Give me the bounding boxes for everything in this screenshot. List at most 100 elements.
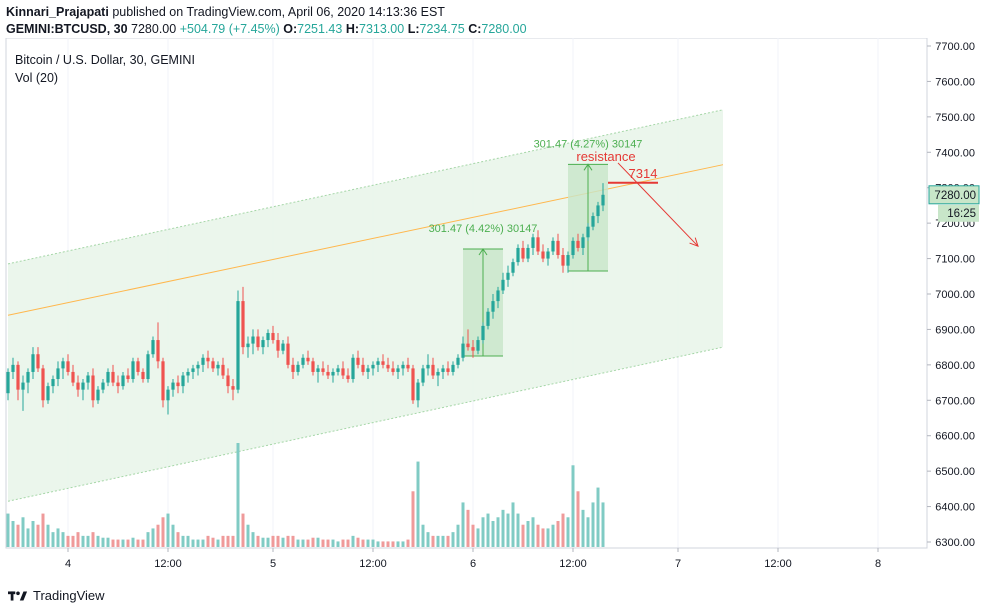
price-tick-label: 6800.00	[935, 360, 975, 372]
volume-bar	[156, 524, 160, 547]
volume-bar	[171, 524, 175, 547]
volume-bar	[376, 541, 380, 547]
candle-body	[136, 361, 140, 372]
price-tick-label: 7700.00	[935, 41, 975, 53]
volume-bar	[591, 502, 595, 547]
drawings[interactable]: 301.47 (4.42%) 30147 301.47 (4.27%) 30147…	[429, 138, 699, 248]
volume-bar	[471, 524, 475, 547]
volume-bar	[106, 537, 110, 547]
price-tick-label: 6700.00	[935, 395, 975, 407]
candle-body	[161, 361, 165, 401]
candle-body	[331, 371, 335, 376]
candle-body	[16, 364, 20, 390]
candle-body	[71, 371, 75, 383]
price-change: +504.79 (+7.45%)	[179, 22, 280, 36]
volume-bar	[141, 539, 145, 547]
volume-bar	[426, 532, 430, 547]
candle-body	[266, 332, 270, 341]
volume-bar	[386, 541, 390, 547]
candle-body	[586, 226, 590, 238]
high-label: H:	[345, 22, 360, 36]
candle-body	[61, 361, 65, 369]
volume-bar	[361, 539, 365, 547]
candle-body	[416, 382, 420, 401]
high-value: 7313.00	[359, 22, 405, 36]
candle-body	[526, 247, 530, 259]
volume-bar	[216, 539, 220, 547]
candle-body	[421, 368, 425, 383]
volume-bar	[561, 513, 565, 547]
volume-bar	[281, 537, 285, 547]
resistance-text: resistance	[576, 149, 635, 164]
volume-bar	[356, 537, 360, 547]
volume-bar	[246, 524, 250, 547]
parallel-channel[interactable]	[7, 109, 724, 502]
candle-body	[361, 364, 365, 372]
volume-bar	[36, 524, 40, 547]
price-tick-label: 6300.00	[935, 537, 975, 549]
candle-body	[106, 371, 110, 383]
candle-body	[31, 354, 35, 372]
volume-bar	[6, 513, 10, 547]
price-axis[interactable]: 6300.00 6400.00 6500.00 6600.00 6700.00 6800.…	[927, 41, 980, 549]
volume-bar	[496, 517, 500, 547]
candle-body	[466, 343, 470, 348]
candle-body	[246, 343, 250, 348]
volume-bar	[276, 535, 280, 547]
volume-bar	[506, 513, 510, 547]
candle-body	[291, 364, 295, 372]
price-chart[interactable]: 301.47 (4.42%) 30147 301.47 (4.27%) 30147…	[0, 38, 991, 588]
author-name[interactable]: Kinnari_Prajapati	[6, 5, 109, 19]
time-axis[interactable]: 4 12:00 5 12:00 6 12:00 7 12:00 8	[65, 548, 881, 570]
candle-body	[251, 336, 255, 344]
price-tick-label: 7100.00	[935, 254, 975, 266]
volume-bar	[311, 537, 315, 547]
resistance-level-text: 7314	[629, 166, 658, 181]
volume-bar	[596, 487, 600, 547]
volume-bar	[536, 524, 540, 547]
price-tick-label: 6900.00	[935, 324, 975, 336]
volume-bar	[486, 513, 490, 547]
volume-bar	[381, 541, 385, 547]
candle-body	[501, 279, 505, 291]
close-value: 7280.00	[481, 22, 527, 36]
volume-bar	[206, 535, 210, 547]
volume-bar	[586, 517, 590, 547]
candle-body	[391, 368, 395, 372]
candle-body	[516, 247, 520, 263]
volume-bar	[176, 532, 180, 547]
volume-bar	[221, 535, 225, 547]
candle-body	[476, 340, 480, 351]
candle-body	[306, 357, 310, 362]
candle-body	[386, 364, 390, 369]
time-tick-label: 4	[65, 558, 71, 570]
footer-branding[interactable]: TradingView	[8, 588, 105, 603]
candle-body	[221, 364, 225, 376]
candle-body	[216, 364, 220, 369]
volume-bar	[391, 541, 395, 547]
volume-bar	[11, 521, 15, 547]
volume-bar	[326, 539, 330, 547]
volume-bar	[51, 532, 55, 547]
volume-bar	[16, 524, 20, 547]
candle-body	[441, 368, 445, 372]
volume-bar	[461, 502, 465, 547]
candle-body	[111, 371, 115, 383]
candle-body	[326, 371, 330, 376]
time-tick-label: 12:00	[154, 558, 182, 570]
volume-bar	[416, 461, 420, 547]
volume-bar	[26, 528, 30, 547]
candle-body	[86, 375, 90, 383]
candle-body	[296, 364, 300, 372]
candle-body	[541, 251, 545, 259]
open-value: 7251.43	[297, 22, 343, 36]
volume-bar	[401, 541, 405, 547]
volume-bar	[351, 535, 355, 547]
volume-bar	[126, 539, 130, 547]
volume-bar	[71, 535, 75, 547]
close-label: C:	[468, 22, 482, 36]
volume-bar	[441, 535, 445, 547]
volume-bar	[81, 535, 85, 547]
candle-body	[461, 343, 465, 358]
candle-body	[381, 361, 385, 365]
